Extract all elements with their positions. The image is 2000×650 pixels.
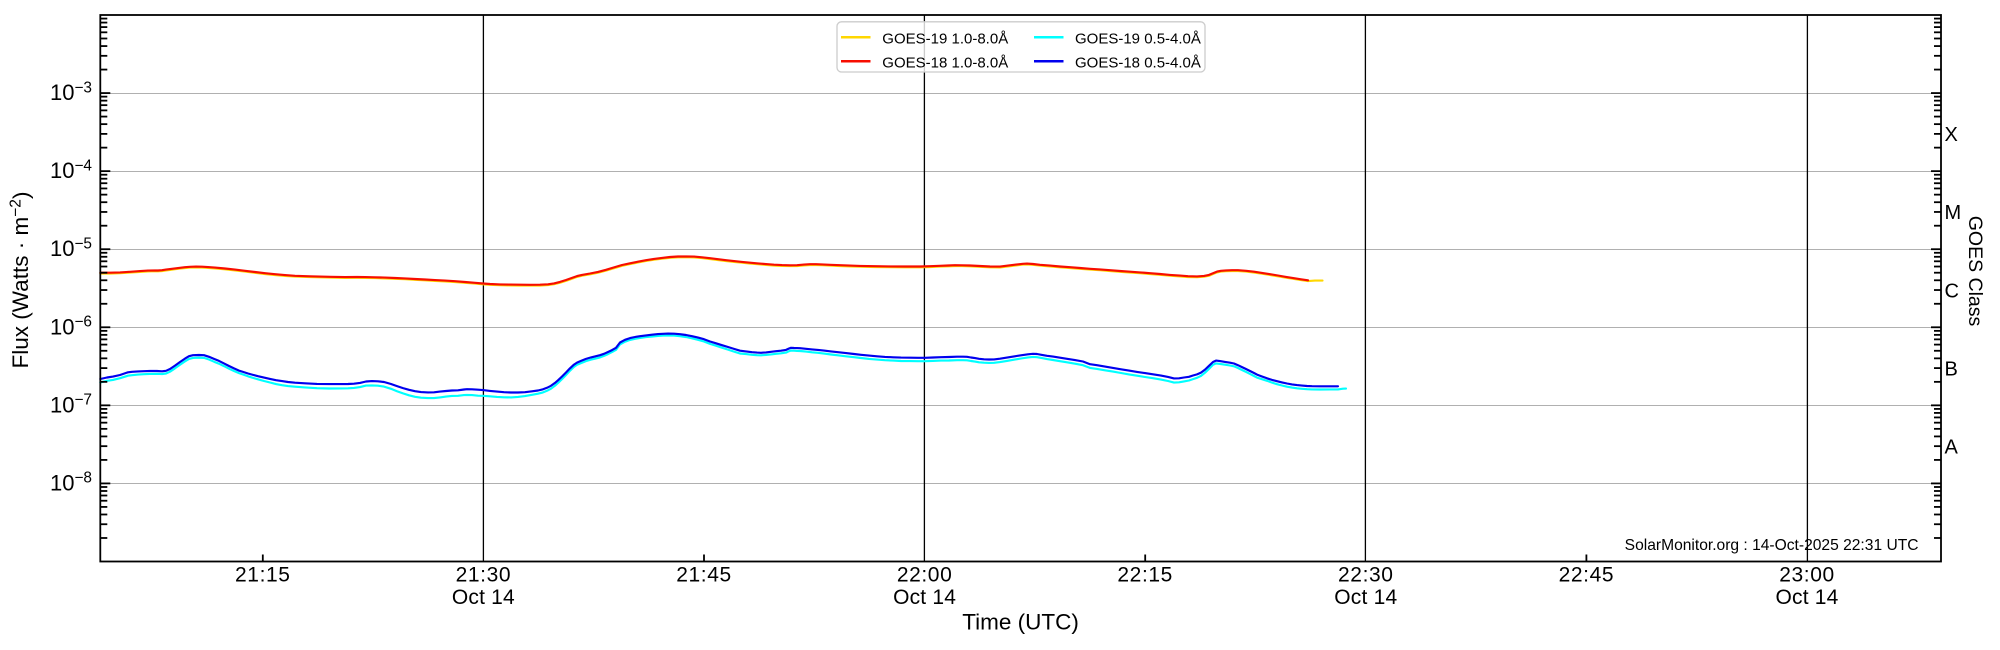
svg-text:SolarMonitor.org : 14-Oct-2025: SolarMonitor.org : 14-Oct-2025 22:31 UTC xyxy=(1625,537,1919,554)
svg-text:Oct 14: Oct 14 xyxy=(1775,586,1838,609)
svg-text:A: A xyxy=(1945,437,1959,459)
svg-text:21:30: 21:30 xyxy=(456,564,512,587)
svg-text:Oct 14: Oct 14 xyxy=(893,586,956,609)
svg-text:21:45: 21:45 xyxy=(676,564,732,587)
svg-text:22:30: 22:30 xyxy=(1338,564,1394,587)
svg-text:GOES-18 0.5-4.0Å: GOES-18 0.5-4.0Å xyxy=(1075,55,1201,72)
svg-text:B: B xyxy=(1945,358,1958,380)
svg-text:10−6: 10−6 xyxy=(50,314,92,340)
svg-text:22:00: 22:00 xyxy=(897,564,953,587)
svg-text:Oct 14: Oct 14 xyxy=(452,586,515,609)
svg-text:GOES-19 0.5-4.0Å: GOES-19 0.5-4.0Å xyxy=(1075,30,1201,47)
svg-text:Time (UTC): Time (UTC) xyxy=(962,610,1079,635)
svg-text:22:45: 22:45 xyxy=(1559,564,1615,587)
svg-text:GOES-19 1.0-8.0Å: GOES-19 1.0-8.0Å xyxy=(882,30,1008,47)
svg-text:C: C xyxy=(1945,280,1959,302)
svg-text:M: M xyxy=(1945,202,1962,224)
svg-text:10−4: 10−4 xyxy=(50,157,92,183)
svg-text:21:15: 21:15 xyxy=(235,564,291,587)
svg-text:Flux (Watts · m−2): Flux (Watts · m−2) xyxy=(8,192,34,369)
svg-text:22:15: 22:15 xyxy=(1117,564,1173,587)
svg-text:GOES-18 1.0-8.0Å: GOES-18 1.0-8.0Å xyxy=(882,55,1008,72)
svg-text:23:00: 23:00 xyxy=(1779,564,1835,587)
svg-text:GOES Class: GOES Class xyxy=(1964,216,1986,327)
svg-text:Oct 14: Oct 14 xyxy=(1334,586,1397,609)
svg-text:X: X xyxy=(1945,124,1958,146)
